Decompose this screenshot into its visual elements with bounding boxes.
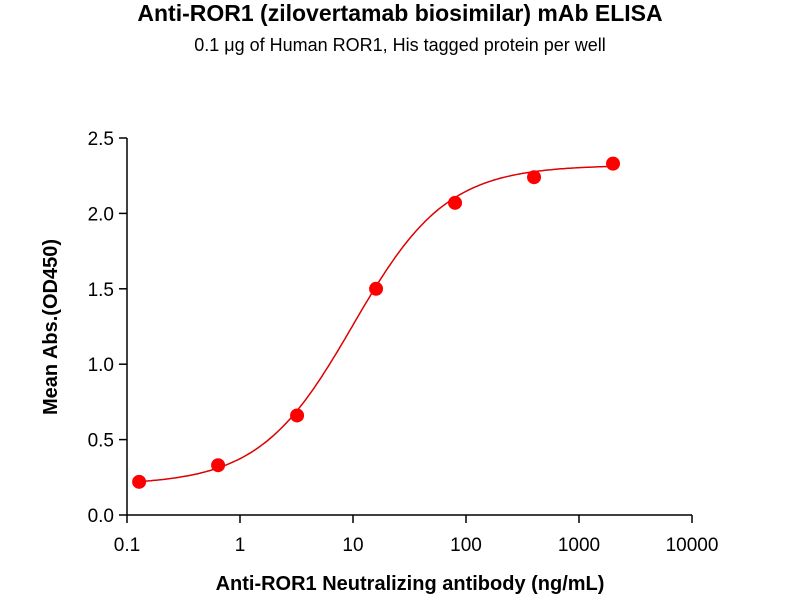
x-axis-label: Anti-ROR1 Neutralizing antibody (ng/mL): [216, 573, 605, 595]
y-tick-label: 0.5: [88, 431, 114, 452]
chart-title: Anti-ROR1 (zilovertamab biosimilar) mAb …: [137, 0, 663, 26]
data-points: [132, 156, 621, 489]
data-point: [211, 458, 226, 473]
data-point: [606, 156, 621, 171]
data-point: [290, 408, 305, 423]
x-tick-label: 10: [342, 535, 363, 556]
y-tick-label: 1.5: [88, 280, 114, 301]
x-tick-label: 100: [450, 535, 482, 556]
x-tick-label: 1000: [558, 535, 600, 556]
data-point: [448, 195, 463, 210]
chart-subtitle: 0.1 μg of Human ROR1, His tagged protein…: [194, 35, 606, 55]
x-tick-label: 0.1: [114, 535, 140, 556]
data-point: [369, 281, 384, 296]
y-tick-label: 2.0: [88, 204, 114, 225]
axes: [126, 138, 692, 516]
data-point: [527, 170, 542, 185]
y-tick-label: 2.5: [88, 129, 114, 150]
y-axis-label: Mean Abs.(OD450): [40, 239, 62, 415]
data-point: [132, 474, 147, 489]
x-tick-label: 10000: [666, 535, 719, 556]
fit-curve: [139, 165, 613, 483]
x-tick-label: 1: [235, 535, 246, 556]
y-ticks: 0.0 0.5 1.0 1.5 2.0 2.5: [88, 129, 127, 527]
y-tick-label: 0.0: [88, 506, 114, 527]
x-ticks: 0.1 1 10 100 1000 10000: [114, 515, 719, 556]
y-tick-label: 1.0: [88, 355, 114, 376]
